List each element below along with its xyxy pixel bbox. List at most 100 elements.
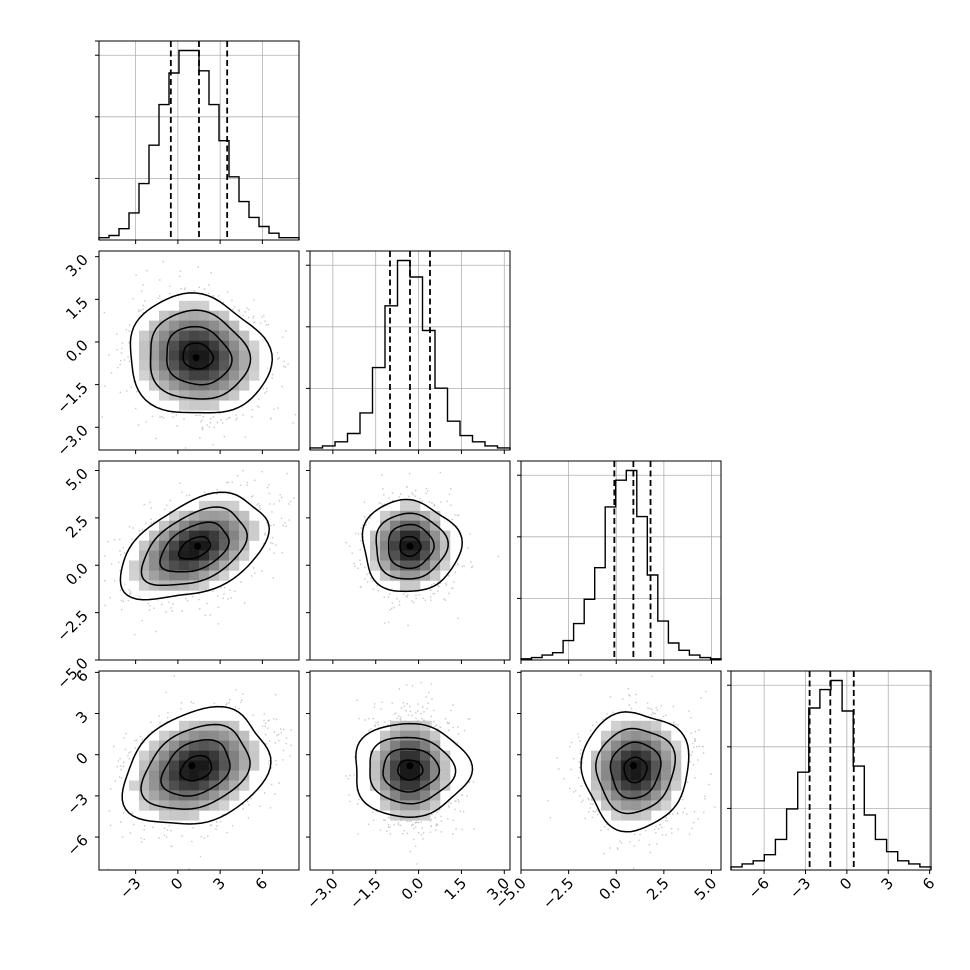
density-cell: [390, 800, 401, 811]
contour-line-2: [149, 309, 252, 400]
density-cell: [199, 770, 210, 781]
density-cell: [380, 780, 391, 791]
density-cell: [209, 350, 220, 361]
density-cell: [159, 370, 170, 381]
density-cell: [661, 790, 672, 801]
density-cell: [139, 750, 150, 761]
density-cell: [390, 720, 401, 732]
density-cell: [149, 780, 160, 791]
density-cell: [420, 560, 431, 571]
density-cell: [169, 740, 180, 751]
density-cell: [179, 520, 190, 531]
density-cell: [139, 570, 150, 581]
density-cell: [410, 770, 421, 781]
contour-line-2: [140, 723, 251, 810]
y-tick-label: 0.0: [62, 336, 92, 366]
density-cell: [199, 390, 210, 401]
density-cell: [641, 790, 652, 801]
density-cell: [380, 550, 391, 561]
density-cell: [189, 720, 200, 732]
density-cell: [199, 370, 210, 381]
density-cell: [390, 520, 401, 531]
density-cell: [159, 530, 170, 541]
histogram-step-1: [309, 259, 511, 450]
density-cell: [229, 540, 240, 551]
density-cell: [651, 800, 662, 811]
density-cell: [179, 770, 190, 781]
density-cell: [159, 340, 170, 351]
density-cell: [591, 790, 602, 801]
density-cell: [651, 770, 662, 781]
density-cell: [179, 330, 190, 341]
density-cell: [229, 790, 240, 801]
density-cell: [179, 730, 190, 741]
density-cell: [410, 760, 421, 771]
density-cell: [400, 500, 411, 512]
density-cell: [390, 540, 401, 551]
density-cell: [159, 310, 170, 321]
density-cell: [219, 750, 230, 761]
density-cell: [159, 770, 170, 781]
density-cell: [149, 350, 160, 361]
density-cell: [159, 320, 170, 331]
density-cell: [249, 750, 260, 761]
density-cell: [179, 320, 190, 331]
density-cell: [169, 800, 180, 811]
y-tick-label: 0.0: [62, 559, 92, 589]
density-cell: [229, 350, 240, 361]
density-cell: [179, 720, 190, 732]
density-cell: [149, 330, 160, 341]
density-cell: [179, 800, 190, 811]
density-cell: [611, 800, 622, 811]
density-cell: [169, 380, 180, 391]
axes-frame: [730, 670, 932, 871]
x-tick-label: 3: [209, 874, 228, 893]
density-cell: [410, 810, 421, 821]
density-panel-2-1: [306, 460, 511, 664]
density-cell: [430, 750, 441, 761]
density-cell: [661, 760, 672, 771]
y-tick-label: −3.0: [53, 421, 91, 459]
density-cell: [199, 780, 210, 791]
density-cell: [410, 520, 421, 531]
density-cell: [209, 530, 220, 541]
density-cell: [661, 750, 672, 761]
density-cell: [400, 800, 411, 811]
density-cell: [400, 730, 411, 741]
density-cell: [209, 780, 220, 791]
y-tick-label: 3.0: [62, 251, 92, 281]
density-cell: [229, 370, 240, 381]
density-cell: [239, 780, 250, 791]
density-cell: [159, 800, 170, 811]
density-cell: [229, 760, 240, 771]
density-cell: [199, 510, 210, 522]
density-cell: [159, 380, 170, 391]
density-cell: [370, 540, 381, 551]
density-cell: [219, 310, 230, 321]
density-cell: [390, 730, 401, 741]
density-cell: [199, 730, 210, 741]
density-cell: [249, 370, 260, 381]
density-cell: [611, 790, 622, 801]
density-cell: [410, 750, 421, 761]
density-panel-3-2: [517, 670, 722, 874]
density-cell: [611, 720, 622, 732]
density-cell: [400, 720, 411, 732]
density-cell: [420, 800, 431, 811]
density-cell: [430, 570, 441, 581]
density-cell: [209, 740, 220, 751]
density-cell: [209, 560, 220, 571]
density-cell: [400, 740, 411, 751]
density-cell: [239, 510, 250, 522]
contour-line-0: [399, 535, 422, 558]
density-cell: [199, 500, 210, 512]
density-cell: [390, 560, 401, 571]
density-cell: [219, 800, 230, 811]
contour-line-1: [609, 741, 662, 800]
peak-marker: [406, 762, 414, 770]
x-tick-label: 2.5: [643, 874, 673, 904]
density-cell: [239, 380, 250, 391]
density-cell: [209, 770, 220, 781]
density-cell: [169, 350, 180, 361]
density-cell: [400, 540, 411, 551]
